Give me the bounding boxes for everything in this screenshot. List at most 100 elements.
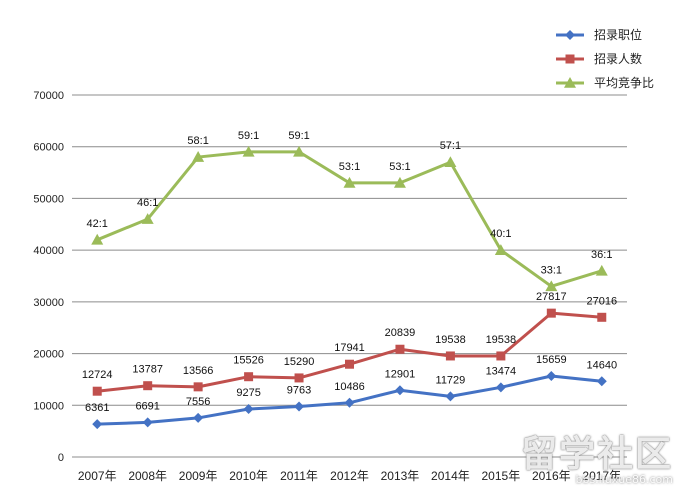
y-tick-label: 0 [58,452,64,464]
data-label: 53:1 [339,161,360,173]
data-label: 15526 [233,355,264,367]
data-label: 6361 [85,402,109,414]
legend-item: 招录人数 [556,51,642,66]
data-label: 9763 [287,385,311,397]
data-point [345,359,354,369]
data-label: 33:1 [541,264,562,276]
y-tick-label: 40000 [33,245,64,257]
data-point [494,244,507,255]
data-point [293,145,306,157]
data-label: 20839 [385,327,416,339]
data-label: 59:1 [238,130,259,142]
data-label: 46:1 [137,197,158,209]
data-label: 12724 [82,369,113,381]
y-tick-label: 20000 [33,349,64,361]
data-label: 17941 [334,342,365,354]
data-label: 12901 [385,368,416,380]
data-point [546,308,556,318]
data-point [193,382,203,392]
legend-label: 平均竞争比 [594,76,654,90]
data-point [344,397,355,408]
data-label: 7556 [186,396,210,408]
series-group [91,145,608,430]
x-tick-label: 2014年 [431,469,470,483]
y-tick-label: 10000 [33,400,64,412]
data-point [596,376,607,387]
data-labels: 6361 6691 7556 9275 9763 10486 12901 11729 13474… [82,130,617,414]
data-point [244,372,254,382]
data-point [92,419,103,430]
data-point [294,401,305,412]
data-point [496,351,506,361]
data-point [565,30,575,40]
data-label: 13474 [486,365,517,377]
data-point [444,156,457,168]
data-point [91,233,104,245]
data-point [343,176,356,188]
data-label: 13787 [132,364,163,376]
data-point [564,77,576,88]
series-3 [91,145,608,292]
y-tick-label: 60000 [33,142,64,154]
legend-item: 招录职位 [556,27,642,42]
y-tick-label: 70000 [33,90,64,102]
x-tick-label: 2011年 [280,469,318,483]
series-2 [92,308,607,396]
data-point [495,382,506,393]
data-point [243,404,254,415]
x-axis-ticks: 2007年 2008年 2009年 2010年 2011年 2012年 2013年 2014年… [78,469,621,483]
data-label: 15290 [284,356,315,368]
x-tick-label: 2012年 [330,469,369,483]
data-point [445,351,455,361]
legend-label: 招录人数 [594,51,642,66]
data-point [545,280,558,292]
data-point [294,373,304,383]
y-axis-ticks: 0 10000 20000 30000 40000 50000 60000 70000 [33,90,64,464]
data-point [394,385,405,396]
data-label: 53:1 [389,161,410,173]
data-point [597,312,607,322]
x-tick-label: 2017年 [582,469,621,483]
data-label: 15659 [536,354,567,366]
data-label: 58:1 [187,135,208,147]
legend-item: 平均竞争比 [556,76,654,90]
data-point [143,381,153,391]
data-point [395,344,405,354]
data-point [92,386,102,396]
x-tick-label: 2008年 [128,469,167,483]
data-point [565,54,575,64]
data-point [546,371,557,382]
data-label: 13566 [183,365,214,377]
data-label: 19538 [435,334,466,346]
data-label: 11729 [436,374,466,386]
data-point [141,213,154,224]
data-point [393,176,406,188]
data-label: 40:1 [490,228,511,240]
y-tick-label: 50000 [33,193,64,205]
series-1 [92,371,607,430]
data-label: 27817 [536,291,567,303]
data-point [595,264,608,276]
data-label: 9275 [236,387,260,399]
data-label: 42:1 [87,218,108,230]
data-point [142,417,153,428]
data-label: 59:1 [288,130,309,142]
y-tick-label: 30000 [33,297,64,309]
data-label: 19538 [486,334,517,346]
data-label: 10486 [334,381,365,393]
data-point [192,151,205,162]
x-tick-label: 2013年 [381,469,420,483]
x-tick-label: 2016年 [532,469,571,483]
x-tick-label: 2015年 [482,469,521,483]
data-point [193,412,204,423]
data-label: 14640 [586,359,617,371]
data-label: 6691 [135,400,159,412]
data-point [242,145,255,157]
data-label: 36:1 [591,249,612,261]
x-tick-label: 2007年 [78,469,117,483]
x-tick-label: 2010年 [229,469,268,483]
x-tick-label: 2009年 [179,469,218,483]
data-point [445,391,456,402]
legend-label: 招录职位 [594,27,642,42]
